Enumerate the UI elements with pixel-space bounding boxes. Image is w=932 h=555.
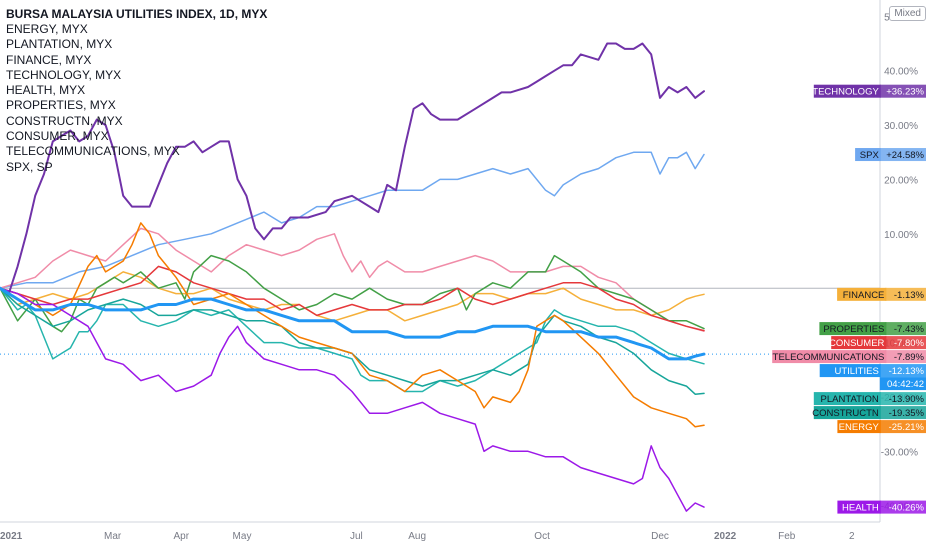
- series-label-bg: [813, 84, 881, 98]
- y-tick-label: 30.00%: [884, 121, 918, 132]
- series-label: UTILITIES: [834, 366, 878, 377]
- series-value-label: -7.89%: [894, 352, 925, 363]
- x-tick-label: Aug: [408, 531, 426, 542]
- series-value-label: +36.23%: [886, 87, 924, 98]
- series-value-bg: [879, 420, 926, 434]
- series-label: PROPERTIES: [823, 324, 884, 335]
- value-label-plantation: PLANTATION -13.90%: [813, 392, 926, 406]
- legend-item[interactable]: PLANTATION, MYX: [6, 37, 113, 52]
- series-line-utilities: [0, 286, 706, 361]
- series-sub-label-bg: [879, 377, 926, 391]
- series-line-technology: [0, 42, 705, 295]
- value-label-energy: ENERGY -25.21%: [837, 420, 926, 434]
- value-label-technology: TECHNOLOGY +36.23%: [812, 84, 926, 98]
- series-line-plantation: [0, 287, 705, 393]
- series-value-label: -25.21%: [889, 422, 925, 433]
- legend-item[interactable]: HEALTH, MYX: [6, 83, 86, 98]
- series-line-telecommunications: [0, 227, 705, 332]
- series-value-label: -7.43%: [894, 324, 925, 335]
- series-line-energy: [0, 222, 705, 428]
- legend-item[interactable]: CONSTRUCTN, MYX: [6, 113, 123, 128]
- x-tick-label: 2022: [714, 531, 737, 542]
- series-label: ENERGY: [839, 422, 880, 433]
- legend-items: ENERGY, MYX PLANTATION, MYX FINANCE, MYX TE…: [6, 22, 267, 175]
- series-label-bg: [837, 287, 887, 301]
- series-label: SPX: [860, 150, 880, 161]
- scale-mode-button[interactable]: Mixed: [889, 6, 926, 21]
- x-tick-label: 2021: [0, 531, 23, 542]
- x-tick-label: Apr: [173, 531, 189, 542]
- series-label: TELECOMMUNICATIONS: [773, 352, 885, 363]
- series-label: CONSTRUCTN: [812, 408, 879, 419]
- series-line-finance: [0, 271, 705, 322]
- series-label-bg: [837, 420, 881, 434]
- series-value-bg: [879, 364, 926, 378]
- series-label-bg: [813, 406, 881, 420]
- series-label-bg: [819, 322, 887, 336]
- series-value-bg: [885, 350, 926, 364]
- series-line-consumer: [0, 265, 705, 332]
- series-value-label: +24.58%: [886, 150, 924, 161]
- series-value-bg: [879, 500, 926, 514]
- series-label-bg: [813, 392, 881, 406]
- series-line-properties: [0, 254, 705, 333]
- series-value-bg: [885, 322, 926, 336]
- series-label-bg: [772, 350, 887, 364]
- value-label-constructn: CONSTRUCTN -19.35%: [812, 406, 926, 420]
- series-sub-label: 04:42:42: [887, 379, 924, 390]
- value-label-utilities: UTILITIES -12.13% 04:42:42: [819, 364, 926, 391]
- x-tick-label: May: [233, 531, 252, 542]
- legend-item[interactable]: CONSUMER, MYX: [6, 129, 109, 144]
- series-label-bg: [819, 364, 881, 378]
- series-label: FINANCE: [843, 290, 885, 301]
- x-tick-label: Jul: [350, 531, 363, 542]
- legend-item[interactable]: PROPERTIES, MYX: [6, 98, 116, 113]
- series-value-label: -7.80%: [894, 338, 925, 349]
- value-label-properties: PROPERTIES -7.43%: [819, 322, 926, 336]
- series-value-bg: [885, 287, 926, 301]
- value-label-health: HEALTH -40.26%: [837, 500, 926, 514]
- series-value-bg: [879, 148, 926, 162]
- series-label: PLANTATION: [821, 394, 879, 405]
- y-tick-label: 40.00%: [884, 67, 918, 78]
- series-label-bg: [855, 148, 881, 162]
- series-label-bg: [837, 500, 881, 514]
- series-value-label: -13.90%: [889, 394, 925, 405]
- value-label-spx: SPX +24.58%: [855, 148, 926, 162]
- legend-item[interactable]: TELECOMMUNICATIONS, MYX: [6, 144, 180, 159]
- legend-item[interactable]: ENERGY, MYX: [6, 22, 88, 36]
- series-line-spx: [0, 151, 705, 289]
- series-value-label: -12.13%: [889, 366, 925, 377]
- series-value-label: -40.26%: [889, 503, 925, 514]
- legend-item[interactable]: SPX, SP: [6, 159, 53, 174]
- series-value-bg: [879, 406, 926, 420]
- x-tick-label: 2: [849, 531, 855, 542]
- value-label-consumer: CONSUMER -7.80%: [829, 336, 926, 350]
- series-value-bg: [879, 84, 926, 98]
- y-tick-label: -30.00%: [881, 447, 918, 458]
- series-label: TECHNOLOGY: [812, 87, 879, 98]
- series-line-health: [0, 287, 705, 512]
- y-tick-label: 20.00%: [884, 175, 918, 186]
- legend-item[interactable]: FINANCE, MYX: [6, 52, 92, 67]
- chart-title[interactable]: BURSA MALAYSIA UTILITIES INDEX, 1D, MYX: [6, 7, 268, 21]
- x-tick-label: Dec: [651, 531, 669, 542]
- series-value-bg: [879, 392, 926, 406]
- x-tick-label: Feb: [778, 531, 796, 542]
- x-tick-label: Mar: [104, 531, 122, 542]
- series-label-bg: [831, 336, 887, 350]
- series-value-bg: [885, 336, 926, 350]
- x-tick-label: Oct: [534, 531, 550, 542]
- series-value-label: -19.35%: [889, 408, 925, 419]
- value-label-finance: FINANCE -1.13%: [837, 287, 926, 301]
- legend: BURSA MALAYSIA UTILITIES INDEX, 1D, MYX …: [6, 7, 267, 175]
- series-value-label: -1.13%: [894, 290, 925, 301]
- series-label: CONSUMER: [829, 338, 885, 349]
- legend-item[interactable]: TECHNOLOGY, MYX: [6, 67, 122, 82]
- y-tick-label: 10.00%: [884, 230, 918, 241]
- value-label-telecommunications: TELECOMMUNICATIONS -7.89%: [772, 350, 926, 364]
- series-label: HEALTH: [842, 503, 879, 514]
